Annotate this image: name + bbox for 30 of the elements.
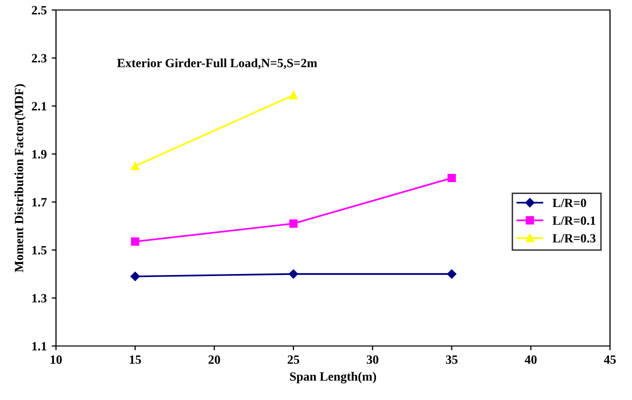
point bbox=[447, 269, 456, 279]
y-tick-label: 2.3 bbox=[32, 54, 47, 63]
x-tick-label: 45 bbox=[604, 355, 616, 364]
point bbox=[289, 91, 298, 100]
x-axis-title: Span Length(m) bbox=[290, 372, 376, 384]
x-tick-label: 20 bbox=[208, 355, 220, 364]
y-tick-label: 1.7 bbox=[32, 198, 47, 207]
legend-label: L/R=0.1 bbox=[552, 216, 596, 225]
x-tick-label: 30 bbox=[366, 355, 378, 364]
x-tick-label: 10 bbox=[50, 355, 62, 364]
x-tick-label: 35 bbox=[446, 355, 458, 364]
x-tick-label: 25 bbox=[288, 355, 300, 364]
point bbox=[130, 272, 140, 282]
point bbox=[288, 269, 298, 279]
y-tick-label: 1.3 bbox=[32, 294, 47, 303]
y-tick-label: 2.5 bbox=[32, 6, 47, 15]
point bbox=[130, 162, 140, 170]
annotation: Exterior Girder-Full Load,N=5,S=2m bbox=[117, 58, 318, 70]
legend-label: L/R=0.3 bbox=[552, 234, 596, 243]
y-axis-title: Moment Distribution Factor(MDF) bbox=[14, 84, 26, 272]
point bbox=[130, 237, 140, 246]
x-tick-label: 15 bbox=[130, 355, 141, 364]
y-tick-label: 1.9 bbox=[32, 150, 47, 159]
point bbox=[448, 174, 456, 182]
x-tick-label: 40 bbox=[524, 355, 537, 364]
point bbox=[289, 219, 298, 228]
y-tick-label: 2.1 bbox=[32, 102, 46, 111]
legend-label: L/R=0 bbox=[552, 198, 586, 208]
y-tick-label: 1.1 bbox=[32, 342, 46, 351]
y-tick-label: 1.5 bbox=[32, 246, 47, 255]
